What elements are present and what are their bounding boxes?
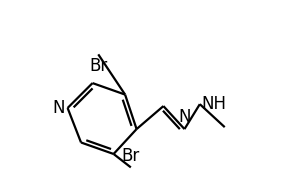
Text: NH: NH: [202, 95, 227, 113]
Text: Br: Br: [122, 146, 140, 164]
Text: N: N: [53, 99, 65, 117]
Text: Br: Br: [89, 57, 107, 75]
Text: N: N: [178, 108, 191, 126]
